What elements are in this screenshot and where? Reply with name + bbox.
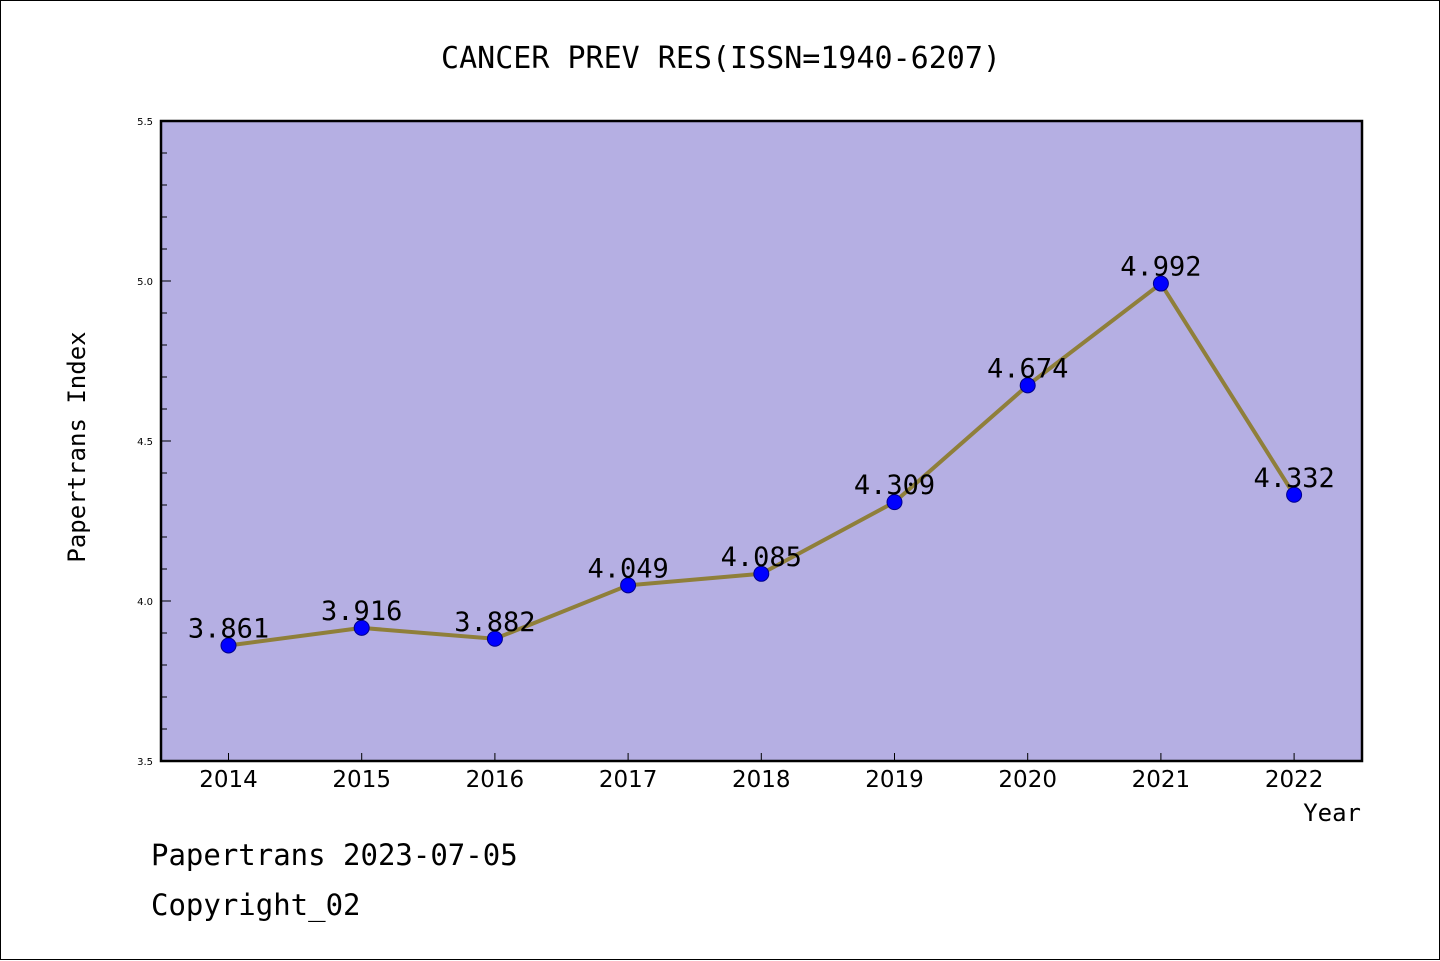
data-point-2022 (1286, 486, 1303, 503)
data-point-2020 (1019, 377, 1036, 394)
chart-title: CANCER PREV RES(ISSN=1940-6207) (441, 41, 1001, 76)
x-tick-label-2015: 2015 (332, 767, 391, 793)
x-tick-label-2018: 2018 (732, 767, 791, 793)
y-axis-label: Papertrans Index (63, 331, 91, 562)
data-label-2022: 4.332 (1253, 463, 1334, 494)
y-tick-label: 4.0 (137, 597, 153, 608)
data-point-2018 (753, 565, 770, 582)
data-label-2014: 3.861 (188, 613, 269, 644)
data-point-2021 (1152, 275, 1169, 292)
y-tick-label: 4.5 (137, 437, 153, 448)
data-point-2016 (486, 630, 503, 647)
x-tick-label-2022: 2022 (1265, 767, 1324, 793)
data-labels: 3.861 3.916 3.882 4.049 4.085 4.309 4.674 4.992… (188, 252, 1335, 645)
data-label-2016: 3.882 (454, 607, 535, 638)
data-label-2018: 4.085 (721, 542, 802, 573)
data-label-2021: 4.992 (1120, 252, 1201, 283)
data-label-2015: 3.916 (321, 596, 402, 627)
data-point-2019 (886, 494, 903, 511)
data-points (220, 275, 1303, 654)
data-point-2017 (620, 577, 637, 594)
plot-area (161, 121, 1362, 761)
x-axis-label: Year (1303, 799, 1361, 827)
data-point-2014 (220, 637, 237, 654)
x-tick-label-2016: 2016 (466, 767, 525, 793)
x-tick-label-2017: 2017 (599, 767, 658, 793)
plot-border (159, 119, 1364, 763)
x-tick-label-2021: 2021 (1132, 767, 1191, 793)
x-axis: 2014 2015 2016 2017 2018 2019 2020 2021 2022 (199, 753, 1323, 793)
data-label-2020: 4.674 (987, 353, 1068, 384)
footer-copyright: Copyright_02 (151, 888, 361, 923)
footer-date: Papertrans 2023-07-05 (151, 838, 518, 872)
y-tick-label: 5.5 (137, 117, 153, 128)
x-tick-label-2019: 2019 (865, 767, 924, 793)
data-point-2015 (353, 619, 370, 636)
x-tick-label-2014: 2014 (199, 767, 258, 793)
data-label-2019: 4.309 (854, 470, 935, 501)
y-tick-label: 5.0 (137, 277, 153, 288)
data-label-2017: 4.049 (587, 553, 668, 584)
y-tick-label: 3.5 (137, 757, 153, 768)
x-tick-label-2020: 2020 (998, 767, 1057, 793)
